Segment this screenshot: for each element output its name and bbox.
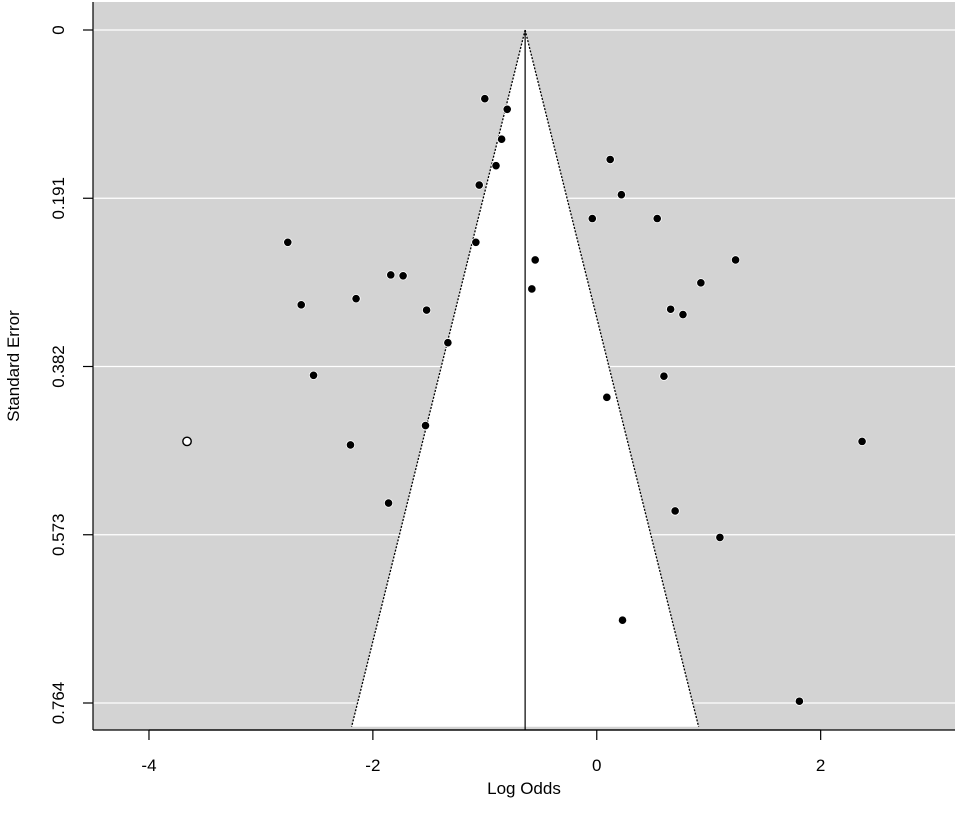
y-tick-label: 0 bbox=[49, 25, 68, 34]
study-point bbox=[530, 255, 540, 265]
funnel-right-boundary bbox=[524, 29, 700, 727]
study-point bbox=[678, 309, 688, 320]
study-point bbox=[659, 371, 669, 381]
study-point bbox=[794, 696, 804, 706]
x-tick-label: 0 bbox=[592, 756, 601, 775]
y-axis: 0 0.191 0.382 0.573 0.764 bbox=[49, 25, 93, 724]
study-point bbox=[296, 300, 306, 310]
imputed-study-point bbox=[182, 436, 192, 447]
study-point bbox=[587, 213, 597, 224]
study-point bbox=[730, 255, 741, 265]
study-point bbox=[652, 213, 662, 224]
study-point bbox=[443, 338, 453, 348]
study-point bbox=[670, 506, 680, 516]
y-tick-label: 0.764 bbox=[49, 682, 68, 725]
study-point bbox=[616, 190, 626, 200]
study-point bbox=[345, 440, 356, 450]
study-point bbox=[283, 237, 293, 247]
y-tick-label: 0.382 bbox=[49, 345, 68, 388]
x-tick-label: -2 bbox=[365, 756, 380, 775]
study-point bbox=[605, 154, 615, 165]
study-point bbox=[696, 278, 706, 288]
study-point bbox=[471, 237, 481, 247]
study-points bbox=[182, 94, 867, 706]
study-point bbox=[308, 370, 319, 380]
study-point bbox=[420, 420, 431, 431]
study-point bbox=[480, 94, 490, 104]
y-tick-label: 0.191 bbox=[49, 177, 68, 220]
study-point bbox=[602, 392, 612, 402]
study-point bbox=[617, 615, 628, 625]
x-axis-title: Log Odds bbox=[487, 779, 561, 798]
study-point bbox=[383, 498, 394, 508]
study-point bbox=[715, 532, 725, 542]
study-point bbox=[422, 305, 432, 315]
study-point bbox=[527, 284, 537, 294]
study-point bbox=[502, 104, 512, 114]
study-point bbox=[666, 304, 676, 314]
study-point bbox=[351, 294, 361, 304]
y-axis-title: Standard Error bbox=[4, 310, 23, 422]
y-tick-label: 0.573 bbox=[49, 513, 68, 556]
study-point bbox=[474, 180, 484, 190]
study-point bbox=[491, 161, 501, 171]
x-tick-label: -4 bbox=[141, 756, 156, 775]
study-point bbox=[497, 134, 507, 144]
funnel-left-boundary bbox=[350, 29, 526, 727]
study-point bbox=[386, 270, 396, 280]
x-tick-label: 2 bbox=[816, 756, 825, 775]
study-point bbox=[398, 271, 408, 281]
study-point bbox=[857, 436, 867, 446]
funnel-boundary-lines bbox=[350, 29, 700, 727]
